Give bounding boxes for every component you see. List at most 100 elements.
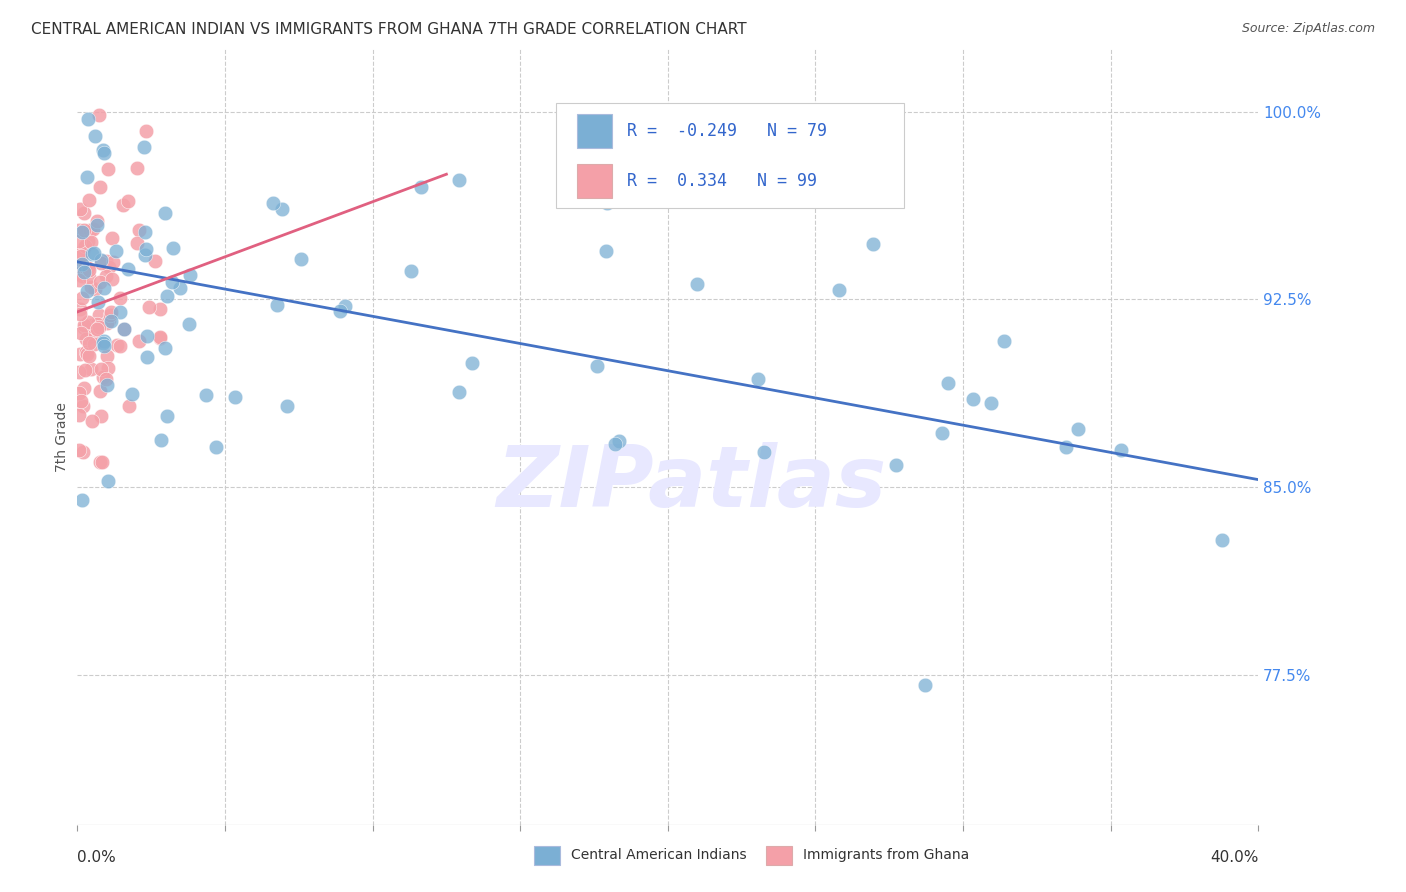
Point	[112, 198, 135, 212]
Point	[91, 143, 114, 157]
Point	[79, 235, 101, 249]
Point	[93, 281, 115, 295]
Point	[94, 268, 117, 283]
Point	[72, 225, 94, 239]
Point	[862, 236, 884, 251]
Point	[91, 335, 114, 350]
Point	[77, 263, 100, 277]
Point	[138, 300, 160, 314]
Point	[77, 315, 100, 329]
Point	[67, 234, 90, 248]
Point	[69, 347, 91, 361]
Point	[685, 277, 707, 291]
Point	[1054, 440, 1077, 454]
Point	[104, 244, 127, 258]
Point	[96, 350, 118, 364]
Point	[80, 318, 103, 332]
Point	[83, 282, 105, 296]
Point	[101, 255, 124, 269]
Point	[108, 291, 131, 305]
Point	[149, 330, 172, 344]
Point	[96, 378, 118, 392]
Point	[162, 241, 184, 255]
Point	[101, 272, 124, 286]
Point	[75, 344, 97, 359]
Y-axis label: 7th Grade: 7th Grade	[55, 402, 69, 472]
Point	[224, 390, 246, 404]
Point	[96, 254, 118, 268]
Point	[135, 242, 157, 256]
Point	[97, 161, 120, 176]
Point	[1211, 533, 1233, 547]
Point	[76, 284, 98, 298]
Point	[110, 339, 132, 353]
Point	[155, 342, 177, 356]
Point	[754, 445, 776, 459]
Point	[121, 387, 143, 401]
Point	[96, 316, 118, 330]
Point	[73, 239, 96, 253]
Point	[91, 455, 114, 469]
Point	[149, 302, 172, 317]
Point	[86, 218, 108, 232]
Point	[271, 202, 294, 216]
Point	[1109, 442, 1132, 457]
Point	[80, 280, 103, 294]
Point	[100, 305, 122, 319]
Point	[82, 329, 104, 343]
Point	[76, 235, 98, 249]
Point	[76, 112, 98, 127]
Point	[89, 108, 111, 122]
Point	[401, 264, 423, 278]
Point	[73, 206, 96, 220]
Point	[70, 257, 93, 271]
Point	[262, 196, 284, 211]
Point	[89, 455, 111, 469]
Point	[89, 384, 111, 398]
Point	[76, 262, 98, 277]
Point	[79, 361, 101, 376]
Point	[84, 128, 107, 143]
Point	[73, 381, 96, 395]
Point	[169, 281, 191, 295]
Point	[195, 388, 218, 402]
Point	[67, 408, 90, 422]
Point	[73, 265, 96, 279]
Point	[162, 275, 184, 289]
Point	[150, 434, 173, 448]
Point	[77, 270, 100, 285]
Point	[87, 308, 110, 322]
Point	[101, 231, 124, 245]
Point	[70, 492, 93, 507]
Point	[70, 269, 93, 284]
Point	[97, 475, 120, 489]
Point	[980, 396, 1002, 410]
Point	[73, 223, 96, 237]
Text: R =  -0.249   N = 79: R = -0.249 N = 79	[627, 122, 827, 140]
Point	[72, 399, 94, 413]
Point	[80, 414, 103, 428]
Point	[69, 307, 91, 321]
Point	[67, 365, 90, 379]
Point	[179, 268, 201, 282]
Point	[73, 260, 96, 275]
Point	[69, 249, 91, 263]
Point	[89, 180, 111, 194]
Point	[409, 179, 432, 194]
Point	[76, 322, 98, 336]
Point	[329, 303, 352, 318]
Text: Central American Indians: Central American Indians	[571, 848, 747, 863]
Point	[884, 458, 907, 473]
Point	[333, 299, 356, 313]
Point	[86, 318, 108, 332]
Point	[132, 140, 155, 154]
Point	[105, 338, 128, 352]
Point	[155, 205, 177, 219]
Point	[77, 336, 100, 351]
Text: CENTRAL AMERICAN INDIAN VS IMMIGRANTS FROM GHANA 7TH GRADE CORRELATION CHART: CENTRAL AMERICAN INDIAN VS IMMIGRANTS FR…	[31, 22, 747, 37]
Point	[276, 399, 298, 413]
Point	[134, 226, 156, 240]
Point	[72, 445, 94, 459]
Point	[97, 360, 120, 375]
Bar	[576, 163, 613, 198]
